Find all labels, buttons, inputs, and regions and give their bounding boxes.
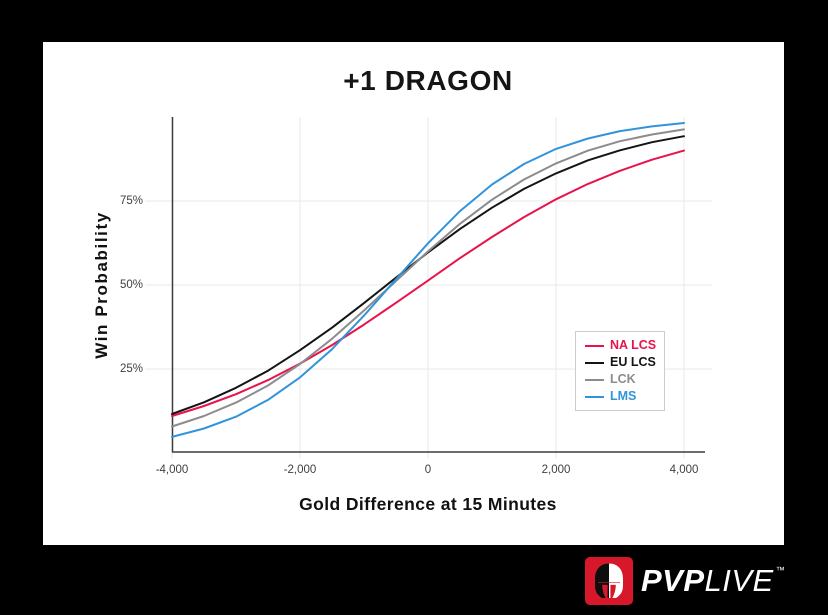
x-axis-title: Gold Difference at 15 Minutes [299,494,557,514]
legend-line-swatch [585,361,604,364]
x-tick-label-0: 0 [424,464,432,476]
x-tick-label-4000: 4,000 [669,464,699,476]
pvp-live-wordmark: PVP LIVE ™ [641,557,785,605]
legend-row-lck: LCK [585,373,664,386]
x-tick-label--2000: -2,000 [283,464,317,476]
legend-label: EU LCS [610,355,656,369]
legend-row-lms: LMS [585,390,664,403]
y-tick-label-25: 25% [119,363,143,375]
curve-na-lcs [171,149,685,417]
brand-bold: PVP [641,563,705,598]
brand-light: LIVE [704,563,774,598]
x-tick-label-2000: 2,000 [541,464,571,476]
legend-label: NA LCS [610,338,657,352]
chart-canvas [145,117,712,459]
y-tick-label-75: 75% [119,195,143,207]
legend-row-na-lcs: NA LCS [585,339,664,352]
pvp-live-logo-icon [585,557,633,605]
helmet-left-half [595,563,609,598]
curve-lms [171,122,685,438]
trademark-symbol: ™ [775,565,786,575]
curve-lck [171,128,685,428]
legend-label: LMS [610,389,637,403]
legend-label: LCK [610,372,636,386]
legend-line-swatch [585,395,604,398]
spartan-helmet-icon [595,563,623,598]
legend-line-swatch [585,378,604,381]
y-tick-label-50: 50% [119,279,143,291]
helmet-right-half [609,563,623,598]
chart-panel: +1 DRAGON Win Probability Gold Differenc… [43,42,784,545]
legend-row-eu-lcs: EU LCS [585,356,664,369]
legend-line-swatch [585,344,604,347]
chart-title: +1 DRAGON [343,65,513,96]
x-tick-label--4000: -4,000 [155,464,189,476]
legend: NA LCS EU LCS LCK LMS [575,331,665,411]
